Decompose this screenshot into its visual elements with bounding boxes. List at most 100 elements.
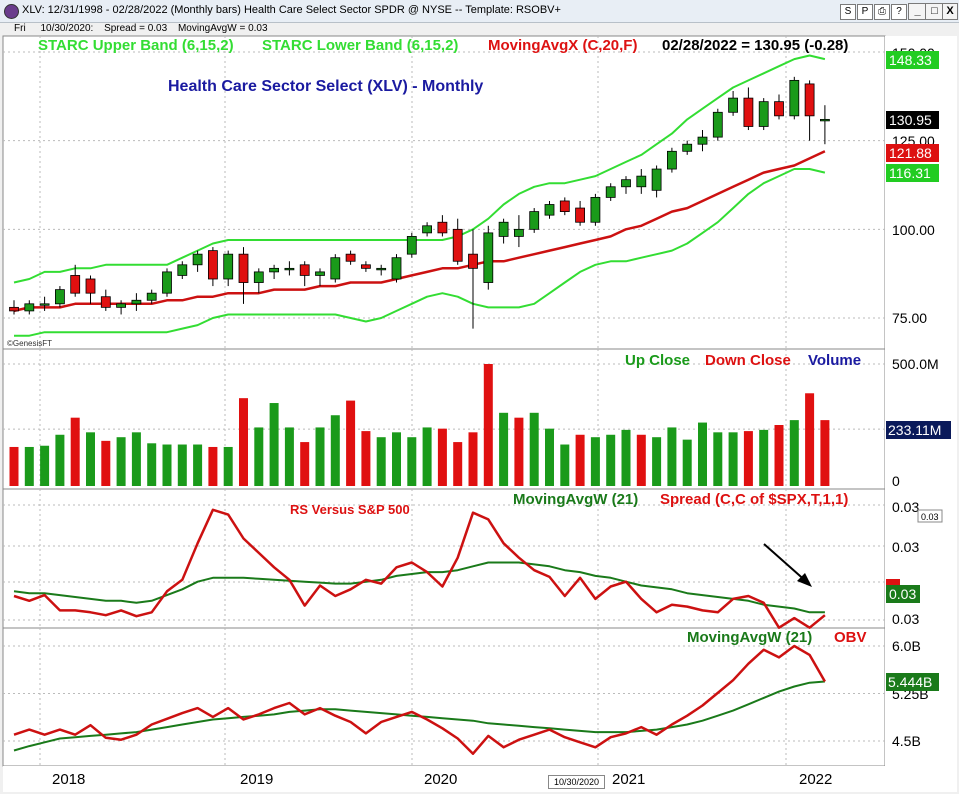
candle-body [406, 236, 417, 255]
candle-body [146, 292, 157, 301]
candle-body [284, 267, 295, 271]
badge-rs-bg [886, 585, 920, 603]
volume-bar [208, 446, 218, 486]
volume-bar [575, 434, 585, 486]
volume-bar [254, 427, 264, 486]
rs-tick-low: 0.03 [892, 611, 919, 627]
candle-body [758, 101, 769, 127]
volume-bar [284, 427, 294, 486]
candle-body [529, 211, 540, 230]
volume-bar [743, 431, 753, 486]
volume-bar [437, 428, 447, 486]
minimize-button[interactable]: _ [908, 3, 927, 20]
badge-close-bg [886, 111, 939, 129]
x-label-2021: 2021 [612, 771, 645, 788]
info-mavg: MovingAvgW = 0.03 [177, 23, 268, 34]
candle-body [238, 253, 249, 283]
legend-moving-average: MovingAvgX (C,20,F) [488, 37, 637, 54]
volume-bar [193, 444, 203, 486]
candle-body [636, 175, 647, 188]
badge-lower-band: 116.31 [889, 165, 931, 181]
obv-line [13, 644, 826, 755]
legend-volume: Volume [808, 352, 861, 369]
info-spread: Spread = 0.03 [104, 23, 168, 34]
x-axis-bg [3, 766, 957, 792]
candle-body [667, 150, 677, 170]
candle-body [820, 118, 830, 122]
title-bar: XLV: 12/31/1998 - 02/28/2022 (Monthly ba… [0, 0, 959, 23]
rs-spread-line [13, 508, 826, 629]
candle-body [468, 253, 478, 269]
volume-bar [269, 403, 279, 486]
symbol-button[interactable]: S [840, 4, 856, 20]
badge-close: 130.95 [889, 112, 932, 128]
candle-body [559, 200, 570, 213]
volume-bar [545, 428, 554, 486]
badge-lower-bg [886, 164, 939, 182]
volume-bar [499, 412, 509, 486]
candle-body [315, 271, 325, 276]
moving-average-line [13, 150, 826, 313]
rs-panel-bg [2, 488, 886, 629]
legend-rs-mavg: MovingAvgW (21) [513, 491, 638, 508]
candle-body [452, 228, 463, 262]
volume-bar [560, 444, 570, 486]
print-icon[interactable]: ⎙ [874, 4, 890, 20]
close-button[interactable]: X [942, 3, 958, 20]
rs-small-badge-bg [917, 509, 943, 523]
print-preview-button[interactable]: P [857, 4, 873, 20]
volume-bar [9, 446, 19, 486]
badge-volume-bg [886, 421, 951, 439]
volume-bar [24, 446, 34, 486]
badge-obv: 5.444B [888, 674, 932, 690]
volume-bar [453, 442, 463, 486]
x-label-2019: 2019 [240, 771, 273, 788]
volume-bar [361, 431, 371, 486]
volume-tick-0: 0 [892, 473, 900, 489]
x-label-2020: 2020 [424, 771, 457, 788]
app-icon [4, 4, 19, 19]
obv-tick-45b: 4.5B [892, 733, 921, 749]
volume-bar [86, 432, 95, 486]
candle-body [269, 267, 280, 273]
annotation-arrow [763, 543, 812, 587]
badge-upper-band: 148.33 [889, 52, 932, 68]
legend-obv: OBV [834, 629, 867, 646]
volume-bar [789, 420, 799, 486]
candle-body [100, 296, 111, 308]
legend-lower-band: STARC Lower Band (6,15,2) [262, 37, 458, 54]
candle-body [651, 168, 662, 191]
volume-bar [376, 437, 386, 486]
volume-bar [239, 398, 248, 486]
info-date: 10/30/2020: [40, 23, 94, 34]
volume-bar [330, 415, 340, 486]
candle-body [804, 83, 815, 117]
candle-body [774, 101, 784, 117]
volume-bar [422, 427, 432, 486]
candle-body [9, 306, 19, 312]
candle-body [743, 97, 754, 127]
volume-bar [713, 432, 723, 486]
candle-body [85, 278, 96, 294]
candle-body [24, 303, 35, 312]
volume-bar [70, 417, 80, 486]
upper-band-line [13, 54, 826, 284]
help-button[interactable]: ? [891, 4, 907, 20]
rs-small-badge: 0.03 [921, 512, 939, 522]
badge-mavg-bg [886, 144, 939, 162]
candle-body [697, 136, 708, 145]
rs-tick-top: 0.03 [892, 499, 919, 515]
price-tick-75: 75.00 [892, 310, 927, 326]
candle-body [253, 271, 264, 283]
volume-tick-500m: 500.0M [892, 356, 939, 372]
rs-moving-average-line [13, 561, 825, 614]
candle-body [162, 271, 172, 294]
candle-body [422, 225, 433, 234]
candle-body [590, 197, 601, 223]
volume-bar [682, 439, 692, 486]
candle-body [514, 228, 524, 237]
volume-bar [483, 364, 493, 486]
candle-body [39, 303, 50, 306]
x-label-2018: 2018 [52, 771, 85, 788]
